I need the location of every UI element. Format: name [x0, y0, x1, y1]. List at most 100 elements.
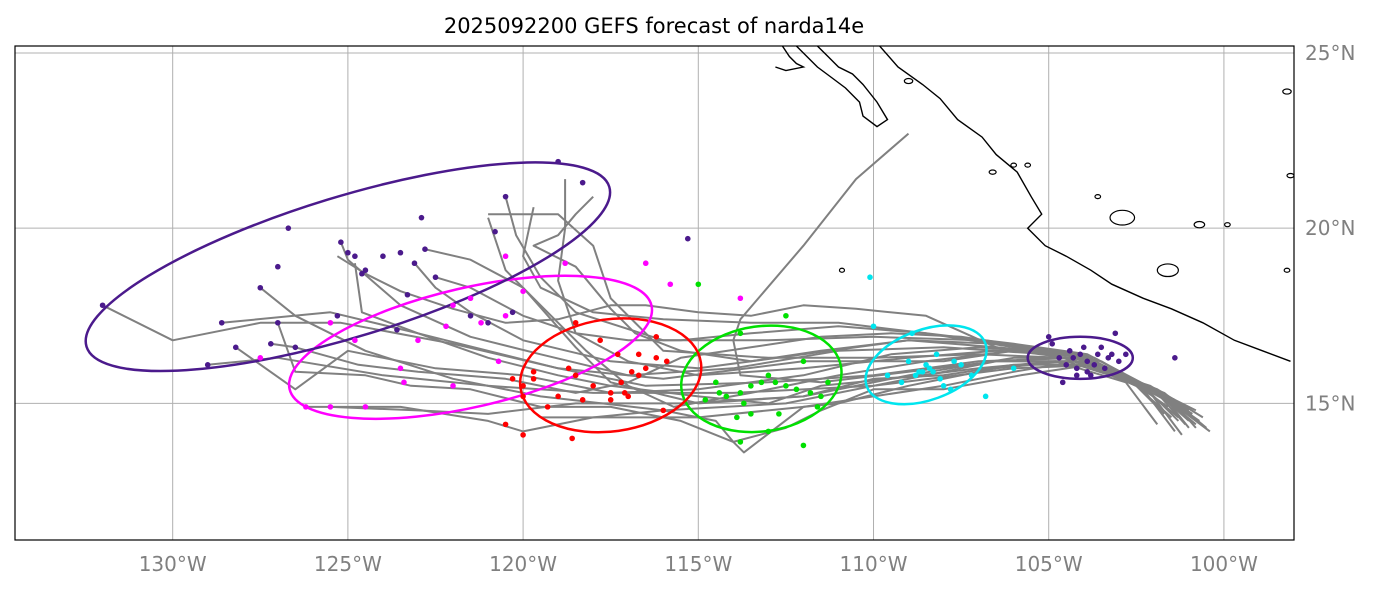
- forecast-point: [702, 397, 709, 403]
- forecast-point: [352, 253, 358, 260]
- forecast-point: [502, 421, 509, 428]
- forecast-point: [1101, 365, 1108, 372]
- coastline-mainland: [878, 46, 1291, 362]
- forecast-point: [359, 270, 365, 277]
- track-line: [522, 206, 1197, 426]
- forecast-point: [968, 372, 975, 379]
- forecast-point: [825, 379, 831, 386]
- track-line: [270, 332, 1211, 433]
- forecast-point: [1010, 365, 1017, 372]
- forecast-point: [394, 326, 400, 333]
- forecast-point: [502, 193, 509, 200]
- forecast-point: [530, 376, 537, 382]
- forecast-point: [807, 390, 814, 396]
- island: [1224, 222, 1231, 228]
- forecast-point: [870, 323, 877, 330]
- island: [1109, 209, 1136, 226]
- forecast-point: [257, 284, 264, 291]
- forecast-point: [867, 274, 873, 281]
- forecast-point: [1073, 365, 1080, 372]
- forecast-point: [1045, 333, 1052, 340]
- island: [1283, 267, 1291, 273]
- coastline-baja-west: [775, 46, 806, 72]
- forecast-point: [783, 312, 789, 319]
- y-tick-label: 20°N: [1305, 216, 1355, 240]
- forecast-point: [352, 337, 358, 344]
- island: [1193, 220, 1206, 229]
- forecast-point: [783, 383, 789, 389]
- forecast-point: [572, 372, 579, 379]
- forecast-point: [926, 365, 933, 372]
- forecast-point: [579, 397, 586, 403]
- island: [1010, 162, 1018, 168]
- forecast-point: [653, 333, 660, 340]
- forecast-point: [635, 351, 642, 358]
- forecast-point: [492, 228, 498, 235]
- forecast-point: [572, 319, 579, 326]
- forecast-point: [579, 179, 586, 186]
- forecast-point: [1105, 355, 1112, 361]
- coastline-baja: [795, 46, 889, 128]
- forecast-point: [1080, 344, 1087, 351]
- forecast-point: [520, 288, 526, 295]
- x-tick-label: 100°W: [1190, 552, 1258, 576]
- forecast-point: [741, 400, 747, 407]
- forecast-points: [99, 158, 1178, 449]
- coastline: [775, 46, 1294, 362]
- forecast-point: [737, 390, 744, 396]
- forecast-point: [937, 376, 943, 382]
- forecast-point: [793, 386, 800, 393]
- forecast-point: [495, 358, 502, 365]
- forecast-point: [776, 411, 782, 417]
- forecast-point: [415, 337, 421, 344]
- forecast-point: [362, 404, 369, 410]
- island: [903, 77, 914, 85]
- spread-ellipse: [1026, 335, 1135, 381]
- forecast-point: [923, 362, 929, 368]
- forecast-point: [345, 249, 351, 256]
- forecast-point: [1123, 351, 1129, 358]
- forecast-point: [800, 358, 807, 365]
- forecast-point: [450, 302, 456, 309]
- forecast-point: [621, 390, 628, 396]
- forecast-point: [660, 407, 667, 414]
- forecast-point: [1094, 351, 1101, 358]
- forecast-point: [520, 432, 526, 438]
- spread-ellipse: [84, 161, 612, 373]
- forecast-point: [569, 435, 575, 442]
- forecast-point: [502, 312, 509, 319]
- forecast-point: [1108, 351, 1115, 358]
- forecast-point: [653, 355, 660, 361]
- forecast-point: [1066, 348, 1073, 354]
- forecast-point: [590, 383, 596, 389]
- forecast-point: [275, 263, 281, 270]
- forecast-point: [1059, 379, 1066, 386]
- forecast-point: [1073, 372, 1080, 379]
- forecast-point: [713, 379, 719, 386]
- y-tick-label: 15°N: [1305, 391, 1355, 415]
- forecast-point: [268, 341, 274, 347]
- island: [1156, 263, 1179, 278]
- forecast-point: [800, 442, 807, 449]
- forecast-point: [327, 319, 334, 326]
- forecast-point: [1172, 355, 1178, 361]
- forecast-point: [734, 414, 740, 421]
- forecast-point: [1056, 355, 1063, 361]
- forecast-point: [723, 393, 730, 400]
- forecast-point: [338, 239, 344, 245]
- forecast-point: [1077, 351, 1084, 358]
- forecast-point: [544, 404, 551, 410]
- forecast-point: [814, 404, 821, 410]
- forecast-point: [1084, 369, 1091, 375]
- forecast-point: [485, 319, 491, 326]
- forecast-point: [618, 379, 625, 386]
- forecast-point: [450, 383, 456, 389]
- ensemble-tracks: [102, 132, 1211, 454]
- forecast-point: [905, 358, 912, 365]
- forecast-point: [1087, 372, 1094, 379]
- forecast-point: [555, 393, 561, 400]
- island: [1024, 162, 1032, 168]
- forecast-point: [898, 379, 905, 386]
- forecast-point: [765, 428, 772, 435]
- spread-ellipses: [84, 161, 1135, 434]
